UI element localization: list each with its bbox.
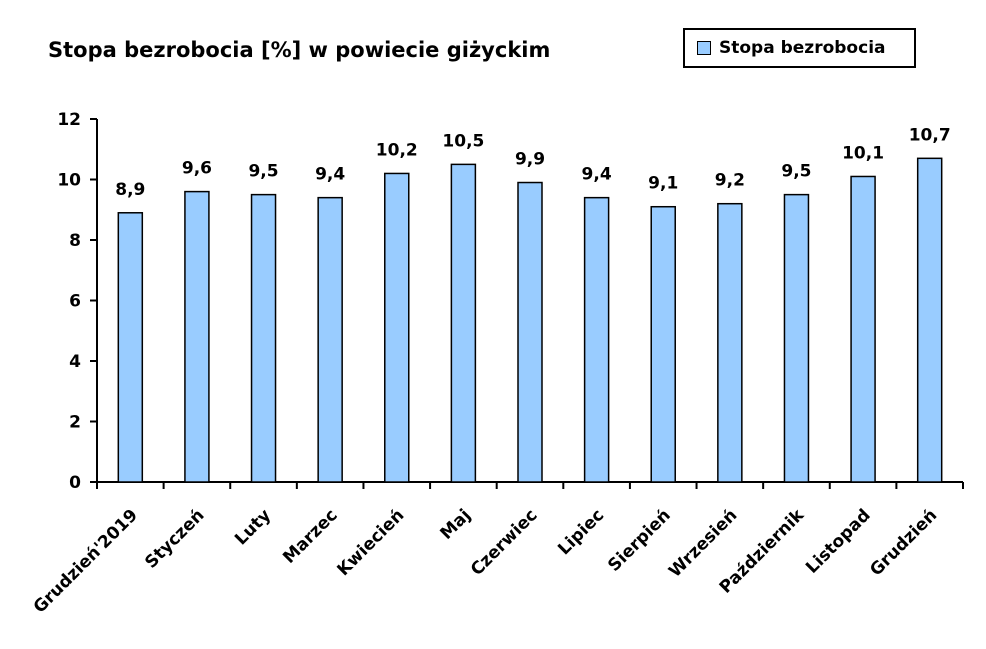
category-label: Styczeń: [141, 505, 208, 572]
chart-title: Stopa bezrobocia [%] w powiecie giżyckim: [48, 38, 551, 62]
data-label: 9,5: [781, 162, 811, 182]
bar: [117, 212, 144, 483]
bar: [450, 163, 477, 483]
y-tick-label: 2: [69, 413, 81, 433]
y-tick-label: 8: [69, 231, 81, 251]
data-label: 9,6: [182, 159, 212, 179]
category-label: Luty: [231, 505, 275, 549]
data-label: 9,5: [248, 162, 278, 182]
data-label: 9,9: [515, 150, 545, 170]
bar: [650, 205, 676, 483]
legend-swatch: [697, 41, 711, 55]
category-label: Grudzień'2019: [30, 505, 142, 617]
category-label: Czerwiec: [467, 505, 542, 580]
category-label: Sierpień: [604, 505, 674, 575]
category-label: Maj: [437, 505, 475, 543]
data-label: 9,4: [315, 165, 345, 185]
bar: [384, 172, 410, 483]
category-label: Kwiecień: [334, 505, 409, 580]
bar: [250, 193, 277, 483]
data-label: 10,7: [909, 125, 951, 145]
bar: [583, 196, 610, 483]
category-label: Grudzień: [866, 505, 941, 580]
data-label: 9,1: [648, 174, 678, 194]
bar: [517, 181, 543, 483]
category-label: Listopad: [802, 505, 874, 577]
y-tick-label: 12: [57, 110, 81, 130]
bar: [916, 157, 943, 483]
bar: [850, 175, 876, 483]
category-label: Marzec: [279, 505, 341, 567]
category-label: Lipiec: [554, 505, 608, 559]
bar: [717, 202, 743, 483]
y-tick-label: 0: [69, 473, 81, 493]
data-label: 10,1: [842, 143, 884, 163]
legend-label: Stopa bezrobocia: [719, 38, 886, 58]
bar: [783, 193, 810, 483]
data-label: 9,2: [715, 171, 745, 191]
legend: Stopa bezrobocia: [683, 28, 916, 68]
bar: [184, 190, 210, 483]
y-tick-label: 6: [69, 292, 81, 312]
data-label: 9,4: [582, 165, 612, 185]
y-tick-label: 10: [57, 171, 81, 191]
data-label: 10,2: [376, 140, 418, 160]
bar: [317, 196, 343, 483]
data-label: 8,9: [115, 180, 145, 200]
data-label: 10,5: [442, 131, 484, 151]
y-tick-label: 4: [69, 352, 81, 372]
